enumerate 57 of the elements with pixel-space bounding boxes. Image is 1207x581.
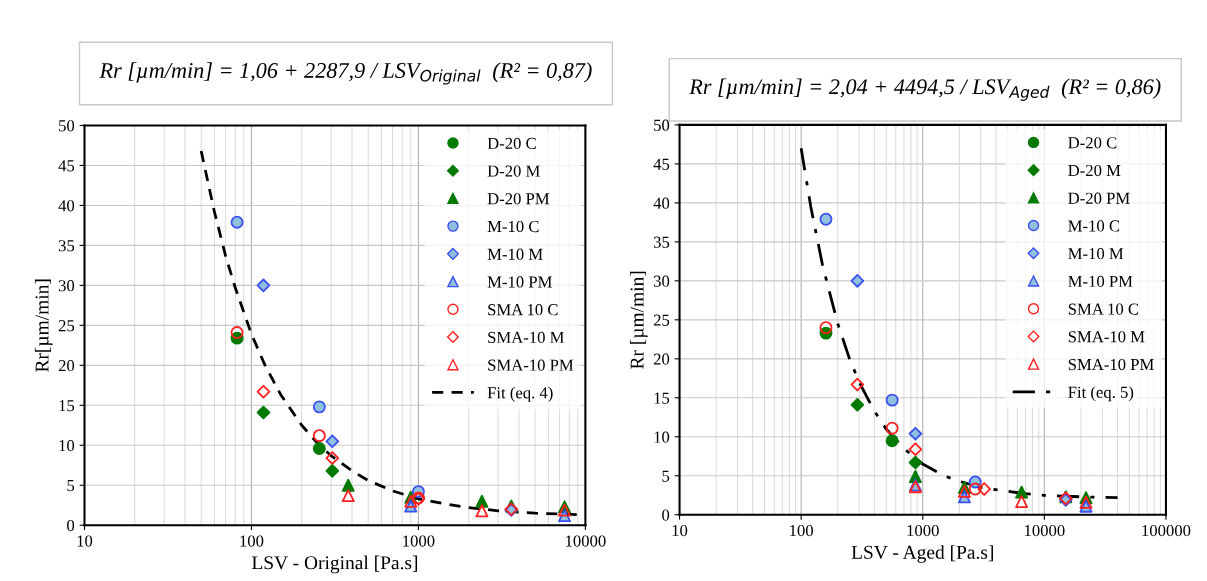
text: Rr [µm/min] = 1,06 + 2287,9 / LSV$_{Original}$ (R² = 0,87) (99, 62, 592, 85)
y-tick-label: 10 (654, 431, 670, 443)
x-tick-label: 10 (672, 524, 688, 537)
legend-label: SMA-10 M (1068, 331, 1145, 343)
x-tick-label: 100 (790, 524, 814, 537)
legend-label: M-10 M (487, 248, 543, 260)
y-tick-label: 30 (653, 275, 670, 287)
legend-label: D-20 M (1068, 164, 1121, 177)
x-tick-label: 100000 (1142, 524, 1191, 537)
legend-label: D-20 PM (487, 193, 550, 205)
legend-label: M-10 C (1068, 220, 1120, 232)
y-tick-label: 35 (58, 240, 75, 252)
x-tick-label: 10000 (1024, 524, 1065, 537)
legend-label: D-20 C (1068, 137, 1117, 149)
y-tick-label: 15 (654, 392, 670, 404)
legend-label: Fit (eq. 4) (487, 386, 553, 402)
legend-label: D-20 C (487, 137, 536, 149)
y-tick-label: 5 (67, 480, 75, 492)
y-axis-title: Rr [µm/min] (629, 271, 648, 369)
y-tick-label: 25 (58, 320, 75, 332)
y-tick-label: 20 (58, 360, 75, 372)
y-tick-label: 0 (662, 509, 670, 521)
x-tick-label: 10 (77, 535, 93, 547)
y-tick-label: 30 (58, 280, 75, 292)
legend-label: M-10 PM (487, 276, 552, 288)
legend-label: SMA 10 C (1068, 303, 1139, 315)
x-axis-title: LSV - Original [Pa.s] (251, 555, 418, 574)
legend-label: SMA-10 M (488, 331, 564, 344)
y-tick-label: 25 (653, 314, 670, 326)
legend-label: SMA 10 C (488, 304, 558, 316)
legend-label: SMA-10 PM (1068, 358, 1154, 371)
y-tick-label: 40 (653, 197, 670, 209)
x-tick-label: 100 (240, 535, 264, 547)
legend-label: M-10 C (487, 220, 539, 233)
y-tick-label: 50 (654, 119, 670, 131)
y-tick-label: 45 (653, 158, 670, 170)
y-tick-label: 40 (58, 200, 75, 212)
x-axis-title: LSV - Aged [Pa.s] (851, 545, 993, 563)
y-tick-label: 50 (59, 120, 75, 132)
legend-label: M-10 PM (1068, 275, 1133, 287)
y-tick-label: 35 (653, 236, 670, 248)
y-axis-title: Rr[µm/min] (34, 279, 53, 372)
y-tick-label: 20 (653, 353, 670, 365)
y-tick-label: 5 (662, 470, 670, 482)
legend-label: D-20 M (487, 165, 540, 177)
y-tick-label: 10 (59, 439, 75, 452)
legend-label: SMA-10 PM (488, 359, 574, 371)
legend-label: D-20 PM (1068, 192, 1130, 204)
text: Rr [µm/min] = 2,04 + 4494,5 / LSV$_{Aged}$ (R² = 0,86) (689, 78, 1161, 101)
legend-label: M-10 M (1068, 248, 1124, 260)
y-tick-label: 0 (67, 519, 75, 532)
y-tick-label: 45 (58, 160, 75, 172)
x-tick-label: 1000 (907, 524, 939, 537)
x-tick-label: 10000 (566, 535, 606, 547)
y-tick-label: 15 (59, 400, 75, 412)
x-tick-label: 1000 (403, 535, 435, 547)
legend-label: Fit (eq. 5) (1068, 386, 1134, 402)
